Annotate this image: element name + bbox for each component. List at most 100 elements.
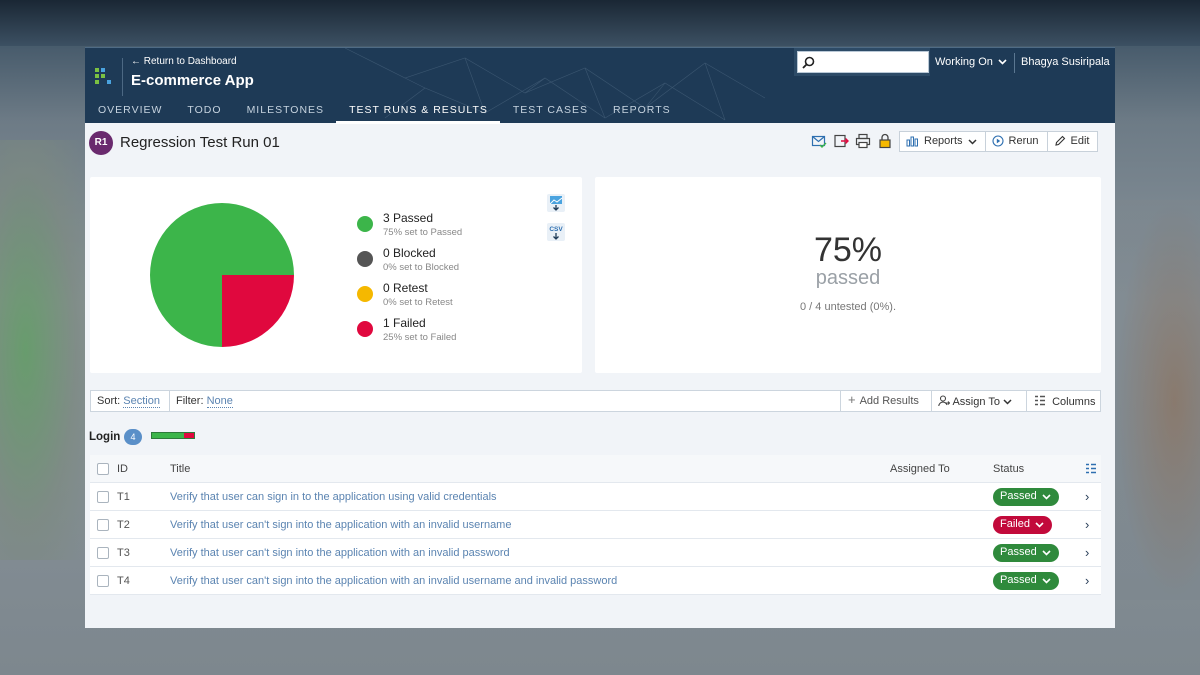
test-title-link[interactable]: Verify that user can sign in to the appl…: [170, 491, 497, 503]
table-row[interactable]: T3 Verify that user can't sign into the …: [90, 539, 1101, 567]
table-row[interactable]: T2 Verify that user can't sign into the …: [90, 511, 1101, 539]
reports-button[interactable]: Reports: [900, 132, 986, 151]
filter-control[interactable]: Filter: None: [176, 395, 233, 408]
filter-value-link[interactable]: None: [206, 395, 233, 408]
table-row[interactable]: T4 Verify that user can't sign into the …: [90, 567, 1101, 595]
tab-test-cases[interactable]: TEST CASES: [512, 104, 589, 116]
pie-slice-failed: [222, 275, 294, 347]
rerun-button[interactable]: Rerun: [986, 132, 1048, 151]
chevron-down-icon: [1042, 494, 1051, 500]
legend-item-blocked: 0 Blocked 0% set to Blocked: [355, 245, 505, 280]
legend-label: 0 Retest: [383, 281, 428, 295]
backdrop-left: [0, 140, 85, 560]
chart-legend: 3 Passed 75% set to Passed 0 Blocked 0% …: [355, 210, 505, 350]
play-circle-icon: [991, 135, 1004, 147]
legend-label: 1 Failed: [383, 316, 426, 330]
sort-value-link[interactable]: Section: [123, 395, 160, 408]
section-progress-passed: [152, 433, 184, 438]
tab-todo[interactable]: TODO: [187, 104, 222, 116]
column-header-id[interactable]: ID: [117, 463, 128, 475]
user-divider: [1014, 53, 1015, 73]
working-on-label: Working On: [935, 56, 993, 68]
section-count-badge: 4: [124, 429, 142, 445]
run-actions: Reports Rerun Edit: [899, 131, 1099, 152]
edit-button[interactable]: Edit: [1048, 132, 1098, 151]
chevron-right-icon[interactable]: ›: [1085, 545, 1090, 560]
status-label: Passed: [1000, 574, 1037, 586]
print-icon[interactable]: [855, 133, 871, 149]
results-toolbar: Sort: Section Filter: None + Add Results …: [90, 390, 1101, 412]
test-title-link[interactable]: Verify that user can't sign into the app…: [170, 575, 618, 587]
lock-icon[interactable]: [877, 133, 893, 149]
status-dropdown[interactable]: Passed: [993, 488, 1059, 506]
filter-label: Filter:: [176, 395, 204, 407]
app-logo-icon: [95, 68, 111, 84]
passed-label: passed: [815, 267, 881, 289]
table-header-row: ID Title Assigned To Status: [90, 455, 1101, 483]
table-row[interactable]: T1 Verify that user can sign in to the a…: [90, 483, 1101, 511]
export-icon[interactable]: [833, 133, 849, 149]
row-checkbox[interactable]: [97, 575, 109, 587]
reports-button-label: Reports: [924, 135, 963, 147]
row-checkbox[interactable]: [97, 519, 109, 531]
row-checkbox[interactable]: [97, 491, 109, 503]
legend-dot: [357, 216, 373, 232]
test-id: T4: [117, 575, 130, 587]
toolbar-divider: [1026, 391, 1027, 411]
tab-milestones[interactable]: MILESTONES: [246, 104, 325, 116]
status-label: Passed: [1000, 546, 1037, 558]
select-all-checkbox[interactable]: [97, 463, 109, 475]
row-checkbox[interactable]: [97, 547, 109, 559]
test-results-table: ID Title Assigned To Status T1 Verify th…: [90, 455, 1101, 595]
status-dropdown[interactable]: Failed: [993, 516, 1052, 534]
tab-overview[interactable]: OVERVIEW: [98, 104, 163, 116]
search-icon: [802, 56, 815, 69]
chevron-right-icon[interactable]: ›: [1085, 489, 1090, 504]
legend-sublabel: 75% set to Passed: [383, 227, 463, 238]
chevron-right-icon[interactable]: ›: [1085, 517, 1090, 532]
tab-test-runs-results[interactable]: TEST RUNS & RESULTS: [336, 101, 500, 124]
page-title: Regression Test Run 01: [120, 134, 280, 151]
add-results-button[interactable]: + Add Results: [848, 392, 919, 407]
user-menu[interactable]: Bhagya Susiripala: [1021, 56, 1110, 68]
assign-to-label: Assign To: [952, 396, 1000, 408]
search-input[interactable]: [818, 54, 926, 70]
untested-summary: 0 / 4 untested (0%).: [800, 301, 896, 313]
columns-button[interactable]: Columns: [1034, 395, 1095, 408]
working-on-dropdown[interactable]: Working On: [935, 56, 1007, 68]
add-results-label: Add Results: [859, 395, 919, 407]
sort-control[interactable]: Sort: Section: [97, 395, 160, 408]
backdrop-top: [0, 0, 1200, 46]
pie-slice-passed: [150, 203, 294, 347]
chevron-down-icon: [1042, 578, 1051, 584]
run-tool-icons: [811, 133, 893, 149]
run-badge: R1: [89, 131, 113, 155]
export-csv-icon[interactable]: CSV: [547, 223, 565, 241]
assign-to-button[interactable]: Assign To: [938, 395, 1012, 408]
status-dropdown[interactable]: Passed: [993, 544, 1059, 562]
status-dropdown[interactable]: Passed: [993, 572, 1059, 590]
legend-sublabel: 0% set to Retest: [383, 297, 453, 308]
section-title: Login: [89, 431, 121, 443]
column-header-title[interactable]: Title: [170, 463, 191, 475]
chevron-right-icon[interactable]: ›: [1085, 573, 1090, 588]
legend-label: 3 Passed: [383, 211, 434, 225]
toolbar-divider: [169, 391, 170, 411]
plus-icon: +: [848, 392, 856, 407]
column-header-assigned-to[interactable]: Assigned To: [890, 463, 950, 475]
email-icon[interactable]: [811, 133, 827, 149]
columns-icon: [1035, 395, 1045, 406]
return-to-dashboard-link[interactable]: ← Return to Dashboard: [131, 56, 237, 67]
test-id: T3: [117, 547, 130, 559]
export-image-icon[interactable]: [547, 194, 565, 212]
column-header-status[interactable]: Status: [993, 463, 1025, 475]
edit-button-label: Edit: [1070, 135, 1090, 147]
section-progress-failed: [183, 433, 194, 438]
legend-label: 0 Blocked: [383, 246, 436, 260]
column-settings-icon[interactable]: [1085, 463, 1097, 475]
backdrop-right: [1115, 200, 1200, 600]
test-title-link[interactable]: Verify that user can't sign into the app…: [170, 519, 512, 531]
tab-reports[interactable]: REPORTS: [613, 104, 671, 116]
test-title-link[interactable]: Verify that user can't sign into the app…: [170, 547, 510, 559]
search-field[interactable]: [797, 51, 929, 73]
